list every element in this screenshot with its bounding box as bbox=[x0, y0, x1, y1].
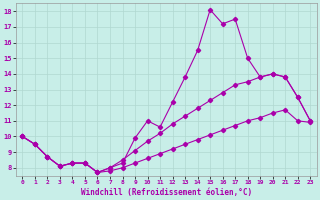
X-axis label: Windchill (Refroidissement éolien,°C): Windchill (Refroidissement éolien,°C) bbox=[81, 188, 252, 197]
